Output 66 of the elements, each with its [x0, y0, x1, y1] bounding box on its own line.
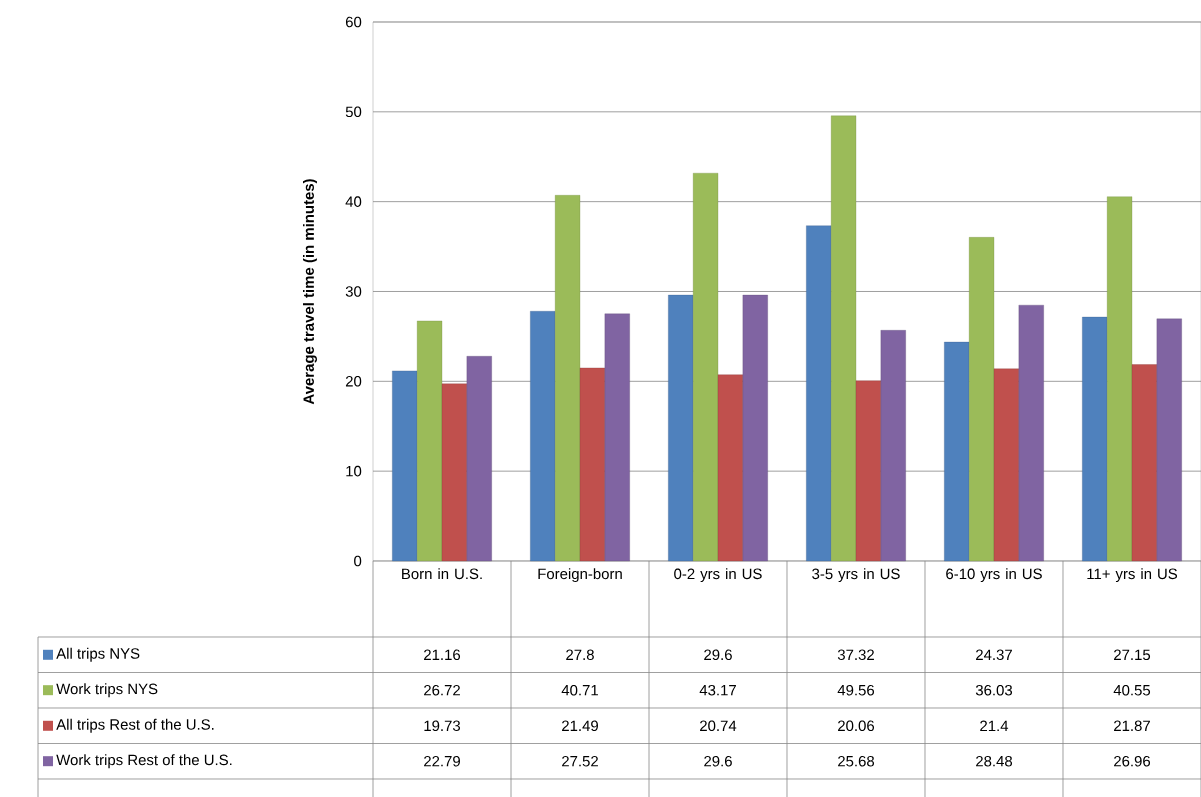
data-label: 40.55 [1113, 684, 1151, 696]
data-label: 25.68 [838, 755, 875, 767]
x-tick-label: 6-10 yrs in US [946, 568, 1042, 583]
data-label: 27.8 [566, 649, 594, 661]
data-label: 27.15 [1114, 649, 1151, 661]
data-label: 37.32 [837, 649, 874, 661]
bar [855, 380, 881, 562]
y-tick-label: 10 [346, 465, 362, 477]
bar [993, 368, 1019, 562]
data-label: 21.49 [562, 720, 598, 732]
data-label: 28.48 [976, 755, 1013, 767]
data-label: 20.06 [838, 720, 875, 732]
y-axis-title: Average travel time (in minutes) [303, 179, 317, 405]
x-tick-label: Foreign-born [538, 568, 622, 583]
bar [604, 313, 630, 562]
bar [944, 341, 970, 562]
bar [831, 115, 857, 562]
y-tick-label: 60 [345, 16, 362, 28]
y-tick-label: 50 [345, 106, 362, 118]
y-tick-label: 20 [345, 376, 362, 387]
bar [530, 311, 556, 562]
bar [1131, 364, 1157, 562]
legend-label: Work trips NYS [56, 683, 158, 698]
x-tick-label: 11+ yrs in US [1087, 568, 1178, 583]
bar [969, 237, 995, 562]
y-tick-label: 40 [345, 196, 362, 207]
data-label: 22.79 [424, 755, 460, 767]
x-tick-label: 0-2 yrs in US [674, 568, 762, 583]
data-label: 36.03 [975, 684, 1013, 696]
legend-label: All trips Rest of the U.S. [56, 718, 214, 733]
bar [555, 195, 581, 562]
data-label: 26.72 [424, 684, 460, 696]
bar [1156, 318, 1182, 562]
data-label: 29.6 [704, 755, 732, 767]
data-label: 49.56 [837, 684, 875, 696]
bar [441, 383, 467, 562]
data-label: 27.52 [562, 755, 598, 767]
bar [1018, 304, 1044, 562]
bar [1107, 196, 1133, 562]
data-label: 26.96 [1114, 755, 1151, 767]
data-label: 40.71 [561, 684, 598, 696]
legend-label: Work trips Rest of the U.S. [56, 754, 232, 769]
x-tick-label: Born in U.S. [402, 568, 482, 580]
bar [742, 294, 768, 562]
y-tick-label: 30 [345, 286, 362, 297]
data-label: 19.73 [424, 720, 461, 732]
bar [880, 330, 906, 562]
bar [579, 367, 605, 562]
bar [693, 173, 719, 562]
data-label: 29.6 [704, 649, 732, 661]
legend-label: All trips NYS [56, 647, 140, 662]
bar [417, 320, 443, 562]
data-label: 21.16 [424, 649, 461, 661]
data-label: 21.87 [1114, 720, 1150, 732]
data-label: 20.74 [700, 720, 737, 732]
bar [668, 294, 694, 562]
data-label: 43.17 [699, 684, 736, 696]
y-tick-label: 0 [354, 555, 362, 567]
data-label: 21.4 [980, 720, 1009, 731]
x-tick-label: 3-5 yrs in US [812, 568, 900, 583]
bar [1082, 316, 1108, 562]
bar [717, 374, 743, 562]
bar [392, 370, 418, 562]
bar [806, 225, 832, 562]
data-label: 24.37 [976, 649, 1012, 661]
bar [466, 356, 492, 562]
